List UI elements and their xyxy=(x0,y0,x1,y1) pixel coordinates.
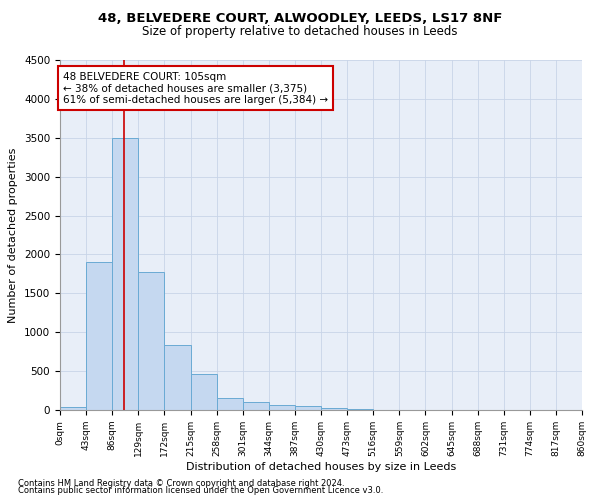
Bar xyxy=(60,407,86,410)
Text: Contains public sector information licensed under the Open Government Licence v3: Contains public sector information licen… xyxy=(18,486,383,495)
Bar xyxy=(191,374,217,410)
Bar xyxy=(139,272,164,410)
Text: Contains HM Land Registry data © Crown copyright and database right 2024.: Contains HM Land Registry data © Crown c… xyxy=(18,478,344,488)
Bar xyxy=(217,398,242,410)
Bar xyxy=(269,406,295,410)
X-axis label: Distribution of detached houses by size in Leeds: Distribution of detached houses by size … xyxy=(186,462,456,471)
Bar xyxy=(86,262,112,410)
Text: 48, BELVEDERE COURT, ALWOODLEY, LEEDS, LS17 8NF: 48, BELVEDERE COURT, ALWOODLEY, LEEDS, L… xyxy=(98,12,502,26)
Bar xyxy=(295,406,321,410)
Bar xyxy=(112,138,139,410)
Bar xyxy=(164,344,191,410)
Text: 48 BELVEDERE COURT: 105sqm
← 38% of detached houses are smaller (3,375)
61% of s: 48 BELVEDERE COURT: 105sqm ← 38% of deta… xyxy=(63,72,328,105)
Bar xyxy=(347,409,373,410)
Bar xyxy=(321,408,347,410)
Y-axis label: Number of detached properties: Number of detached properties xyxy=(8,148,19,322)
Bar xyxy=(243,402,269,410)
Text: Size of property relative to detached houses in Leeds: Size of property relative to detached ho… xyxy=(142,25,458,38)
